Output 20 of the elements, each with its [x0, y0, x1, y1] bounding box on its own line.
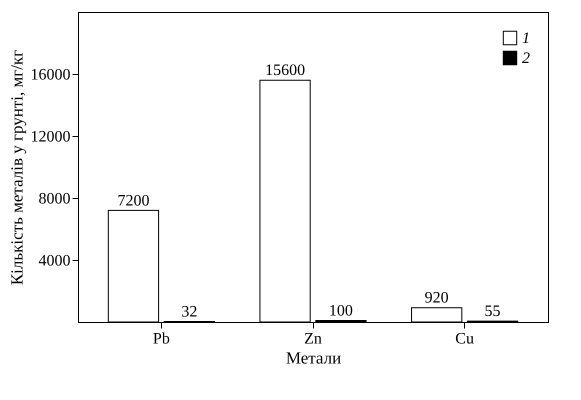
legend-label: 2	[522, 50, 530, 67]
data-label: 32	[181, 304, 198, 321]
x-axis-title: Метали	[286, 348, 342, 368]
data-label: 920	[424, 290, 449, 307]
bar	[411, 307, 462, 322]
y-tick-label: 12000	[30, 128, 70, 146]
y-tick-label: 4000	[38, 252, 70, 270]
bar	[108, 210, 160, 322]
data-label: 55	[484, 303, 501, 320]
y-tick-label: 8000	[38, 190, 70, 208]
x-tick-label: Zn	[304, 330, 322, 348]
x-tick-label: Cu	[455, 330, 474, 348]
bar	[259, 80, 311, 322]
data-label: 7200	[117, 192, 150, 210]
y-axis-title: Кількість металів у грунті, мг/кг	[8, 50, 26, 286]
data-label: 100	[328, 302, 353, 320]
x-tick-label: Pb	[152, 330, 170, 348]
data-label: 15600	[265, 62, 306, 80]
y-tick-label: 16000	[30, 66, 70, 84]
legend-label: 1	[522, 30, 530, 47]
